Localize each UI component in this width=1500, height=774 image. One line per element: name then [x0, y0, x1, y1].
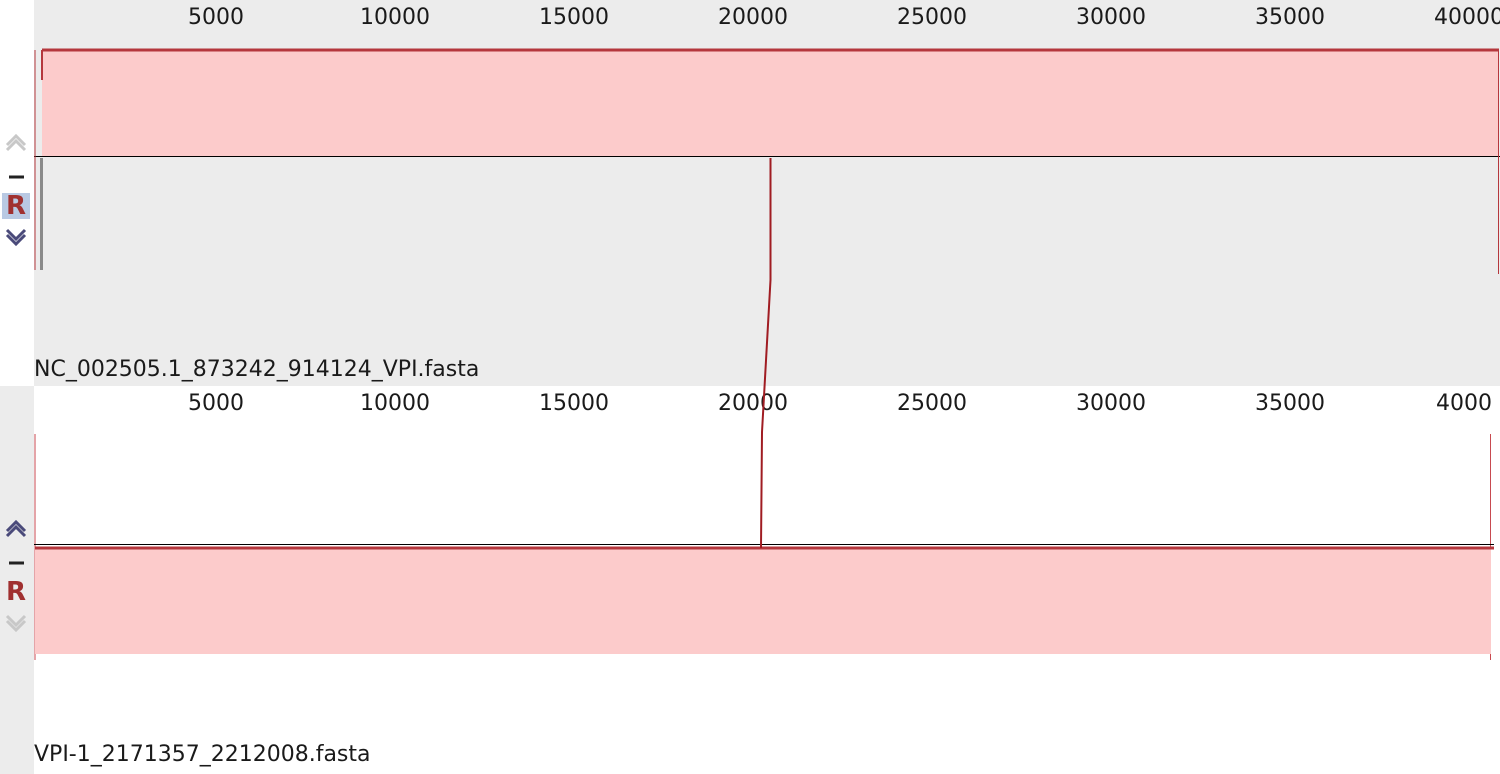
tick-label: 20000: [718, 5, 788, 30]
tick-label: 25000: [897, 391, 967, 416]
move-down-button[interactable]: [2, 612, 30, 638]
minus-icon: [9, 561, 24, 565]
tick-label: 30000: [1076, 391, 1146, 416]
track-bottom: [34, 434, 1494, 660]
tick-label: 5000: [188, 5, 244, 30]
move-up-button[interactable]: [2, 518, 30, 544]
reverse-complement-button[interactable]: R: [2, 193, 30, 219]
sequence-panel-bottom: 5000 10000 15000 20000 25000 30000 35000…: [0, 386, 1500, 774]
chevron-down-icon: [5, 228, 27, 247]
track-controls-top: R: [0, 0, 34, 386]
lcb-block[interactable]: [35, 547, 1491, 654]
tick-label: 4000: [1436, 391, 1492, 416]
track-controls-bottom: R: [0, 386, 34, 774]
sequence-name-bottom: VPI-1_2171357_2212008.fasta: [34, 742, 371, 767]
chevron-up-icon: [5, 133, 27, 152]
tick-label: 30000: [1076, 5, 1146, 30]
reverse-complement-button[interactable]: R: [5, 577, 27, 607]
move-down-button[interactable]: [2, 226, 30, 252]
move-up-button[interactable]: [2, 132, 30, 158]
hide-track-button[interactable]: [2, 164, 30, 190]
track-top: [34, 48, 1500, 274]
tick-label: 40000: [1434, 5, 1500, 30]
chevron-up-icon: [5, 519, 27, 538]
tick-label: 5000: [188, 391, 244, 416]
tick-label: 10000: [360, 391, 430, 416]
sequence-panel-top: 5000 10000 15000 20000 25000 30000 35000…: [0, 0, 1500, 386]
tick-label: 15000: [539, 5, 609, 30]
tick-label: 10000: [360, 5, 430, 30]
tick-label: 35000: [1255, 5, 1325, 30]
minus-icon: [9, 175, 24, 179]
tick-label: 15000: [539, 391, 609, 416]
sequence-name-top: NC_002505.1_873242_914124_VPI.fasta: [34, 357, 480, 382]
tick-label: 25000: [897, 5, 967, 30]
chevron-down-icon: [5, 614, 27, 633]
tick-label: 20000: [718, 391, 788, 416]
ruler-bottom: 5000 10000 15000 20000 25000 30000 35000…: [34, 386, 1500, 422]
lcb-block[interactable]: [42, 50, 1498, 156]
ruler-top: 5000 10000 15000 20000 25000 30000 35000…: [34, 0, 1500, 36]
hide-track-button[interactable]: [2, 550, 30, 576]
tick-label: 35000: [1255, 391, 1325, 416]
